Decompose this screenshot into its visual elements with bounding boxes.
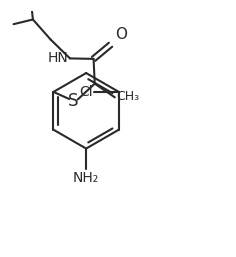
Text: S: S (68, 92, 79, 110)
Text: O: O (115, 27, 127, 42)
Text: NH₂: NH₂ (73, 171, 99, 185)
Text: HN: HN (48, 51, 69, 66)
Text: Cl: Cl (79, 85, 93, 99)
Text: CH₃: CH₃ (116, 90, 139, 103)
